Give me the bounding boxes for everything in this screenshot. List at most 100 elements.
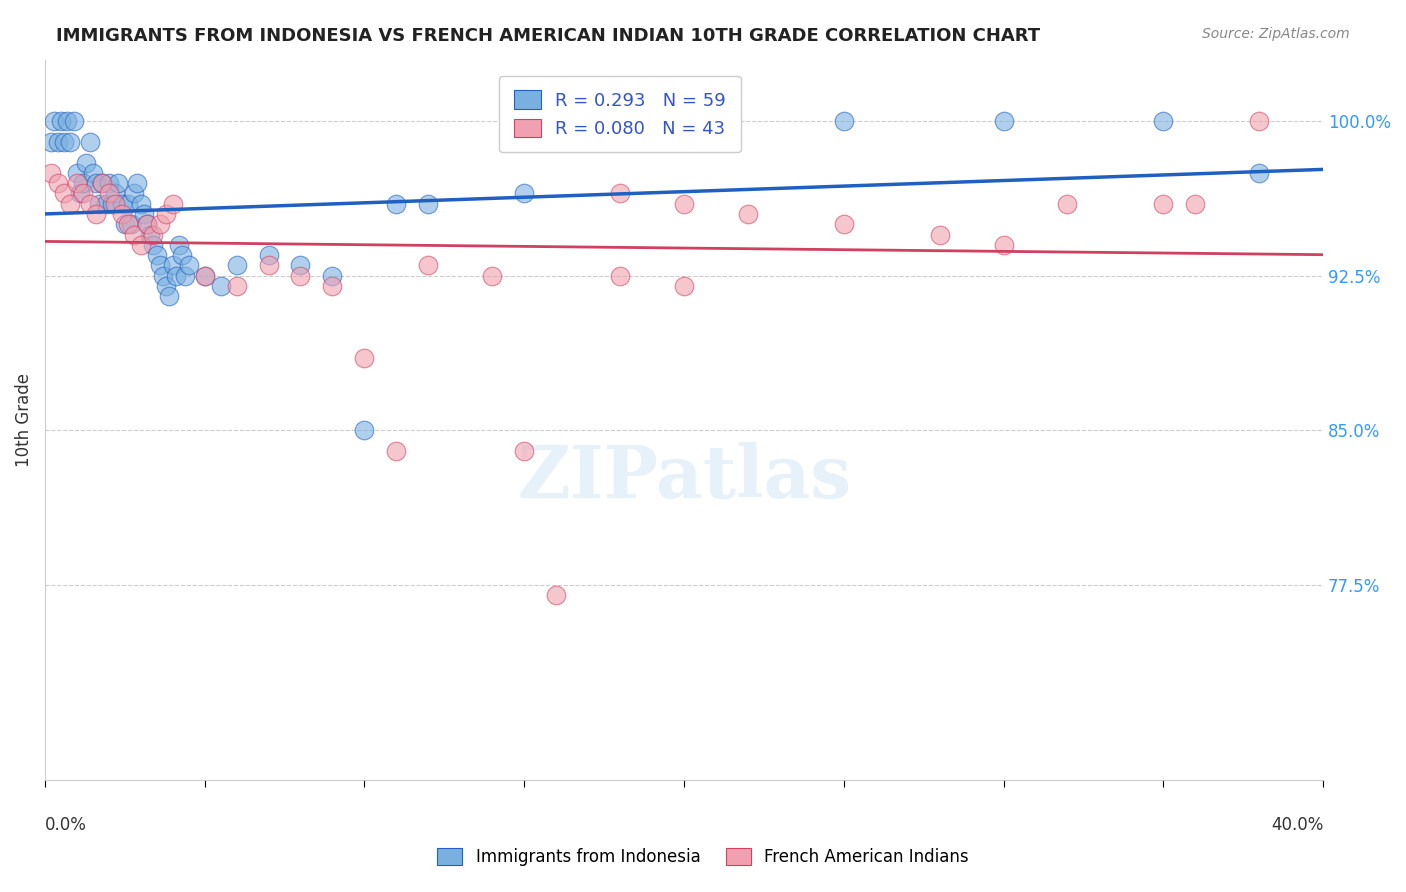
Point [56,114,79,128]
Point [114,217,136,231]
Point [59,135,82,149]
Point [110,196,132,211]
Point [129,196,152,211]
Point [165,268,187,283]
Point [136,217,159,231]
Point [194,268,217,283]
Point [225,259,247,273]
Point [1056,196,1078,211]
Point [290,259,312,273]
Point [46,176,69,190]
Point [209,279,232,293]
Text: 0.0%: 0.0% [45,816,87,834]
Text: ZIPatlas: ZIPatlas [517,442,851,513]
Point [62,114,84,128]
Point [1152,114,1174,128]
Point [1152,196,1174,211]
Point [97,176,120,190]
Point [84,207,107,221]
Point [159,289,181,303]
Point [993,238,1015,252]
Y-axis label: 10th Grade: 10th Grade [15,373,32,467]
Point [44,114,66,128]
Point [162,259,184,273]
Point [129,238,152,252]
Point [353,351,375,365]
Point [993,114,1015,128]
Point [194,268,217,283]
Point [1249,166,1271,180]
Point [546,588,568,602]
Point [79,196,101,211]
Point [101,196,124,211]
Text: IMMIGRANTS FROM INDONESIA VS FRENCH AMERICAN INDIAN 10TH GRADE CORRELATION CHART: IMMIGRANTS FROM INDONESIA VS FRENCH AMER… [56,27,1040,45]
Point [110,207,132,221]
Point [91,176,114,190]
Point [737,207,759,221]
Point [513,186,536,201]
Point [152,268,174,283]
Point [353,423,375,437]
Point [66,176,89,190]
Point [39,135,62,149]
Point [672,114,695,128]
Point [75,155,97,169]
Point [49,114,72,128]
Point [155,279,177,293]
Point [672,196,695,211]
Point [1249,114,1271,128]
Point [124,186,146,201]
Point [257,248,280,262]
Point [79,135,101,149]
Point [609,268,631,283]
Point [127,176,149,190]
Point [481,268,503,283]
Point [832,114,855,128]
Point [142,238,165,252]
Point [257,259,280,273]
Point [104,186,127,201]
Point [609,186,631,201]
Point [321,268,343,283]
Point [174,268,197,283]
Point [117,217,139,231]
Point [59,196,82,211]
Point [53,186,76,201]
Point [136,217,159,231]
Point [149,217,172,231]
Point [162,196,184,211]
Point [928,227,950,242]
Point [39,166,62,180]
Point [145,248,167,262]
Point [149,259,172,273]
Point [84,176,107,190]
Text: 40.0%: 40.0% [1271,816,1323,834]
Point [167,238,190,252]
Point [89,196,111,211]
Point [832,217,855,231]
Point [142,227,165,242]
Point [177,259,200,273]
Point [72,186,94,201]
Point [72,176,94,190]
Point [91,176,114,190]
Point [124,227,146,242]
Point [82,166,104,180]
Point [1184,196,1206,211]
Point [385,196,408,211]
Point [513,443,536,458]
Legend: R = 0.293   N = 59, R = 0.080   N = 43: R = 0.293 N = 59, R = 0.080 N = 43 [499,76,741,153]
Legend: Immigrants from Indonesia, French American Indians: Immigrants from Indonesia, French Americ… [429,840,977,875]
Point [117,196,139,211]
Point [290,268,312,283]
Point [104,196,127,211]
Point [97,186,120,201]
Point [172,248,194,262]
Point [225,279,247,293]
Point [139,227,162,242]
Point [672,279,695,293]
Point [69,186,91,201]
Point [53,135,76,149]
Point [120,217,142,231]
Text: Source: ZipAtlas.com: Source: ZipAtlas.com [1202,27,1350,41]
